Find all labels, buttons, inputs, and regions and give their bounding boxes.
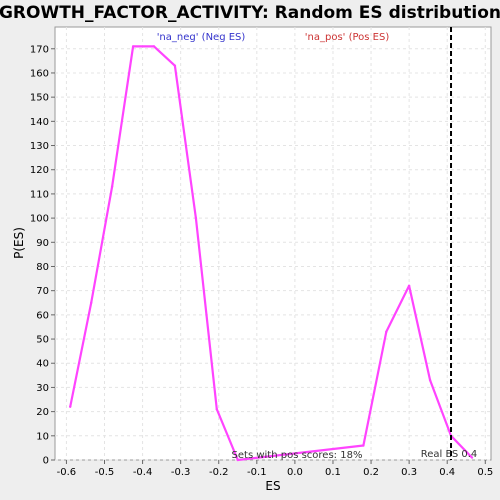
series-point	[173, 64, 177, 67]
series-point	[131, 45, 135, 48]
x-tick-label: -0.2	[209, 467, 229, 478]
x-tick-label: -0.4	[133, 467, 153, 478]
series-point	[194, 216, 198, 220]
series-point	[152, 45, 156, 48]
x-tick-label: -0.5	[95, 467, 115, 478]
real-es-label: Real ES 0.4	[421, 449, 477, 460]
y-tick-label: 40	[36, 359, 49, 370]
pos-scores-annotation: Sets with pos scores: 18%	[232, 450, 363, 461]
x-tick-label: 0.1	[325, 467, 341, 478]
x-tick-label: 0.4	[439, 467, 455, 478]
series-layer	[69, 45, 474, 462]
y-tick-label: 50	[36, 335, 49, 346]
y-tick-label: 80	[36, 262, 49, 273]
y-tick-label: 120	[30, 165, 49, 176]
series-point	[215, 408, 218, 411]
y-tick-label: 130	[30, 141, 49, 152]
y-tick-label: 90	[36, 238, 49, 249]
y-axis-label: P(ES)	[12, 227, 26, 259]
y-tick-label: 140	[30, 117, 49, 128]
x-axis-label: ES	[265, 479, 280, 493]
y-tick-label: 60	[36, 310, 49, 321]
x-tick-label: -0.1	[247, 467, 267, 478]
series-point	[69, 405, 72, 408]
grid-lines	[55, 27, 491, 461]
series-point	[362, 444, 365, 447]
series-point	[385, 330, 388, 333]
y-tick-label: 70	[36, 286, 49, 297]
x-tick-label: 0.5	[477, 467, 493, 478]
series-point	[90, 301, 93, 304]
y-tick-label: 10	[36, 431, 49, 442]
x-tick-label: -0.3	[171, 467, 191, 478]
x-axis-ticks: -0.6 -0.5 -0.4 -0.3 -0.2 -0.1 0.0 0.1 0.2 0.3 0.4 0…	[57, 460, 493, 478]
series-point	[407, 284, 411, 287]
x-tick-label: -0.6	[57, 467, 77, 478]
y-tick-label: 0	[43, 456, 49, 467]
series-point	[110, 185, 114, 188]
legend-pos-es: 'na_pos' (Pos ES)	[305, 32, 390, 43]
y-tick-label: 160	[30, 68, 49, 79]
y-tick-label: 100	[30, 214, 49, 225]
series-point	[236, 458, 239, 462]
y-tick-label: 170	[30, 44, 49, 55]
y-axis-ticks: 0 10 20 30 40 50 60 70 80 90 100 110 120 130 140 150 160…	[30, 44, 55, 467]
y-tick-label: 30	[36, 383, 49, 394]
y-tick-label: 150	[30, 93, 49, 104]
series-point	[428, 379, 432, 382]
x-tick-label: 0.3	[401, 467, 417, 478]
chart-title: GROWTH_FACTOR_ACTIVITY: Random ES distri…	[0, 3, 500, 23]
x-tick-label: 0.2	[363, 467, 379, 478]
y-tick-label: 20	[36, 407, 49, 418]
series-point	[470, 456, 474, 459]
plot-area	[54, 26, 492, 461]
x-tick-label: 0.0	[287, 467, 303, 478]
y-tick-label: 110	[30, 189, 49, 200]
legend-neg-es: 'na_neg' (Neg ES)	[157, 32, 246, 43]
